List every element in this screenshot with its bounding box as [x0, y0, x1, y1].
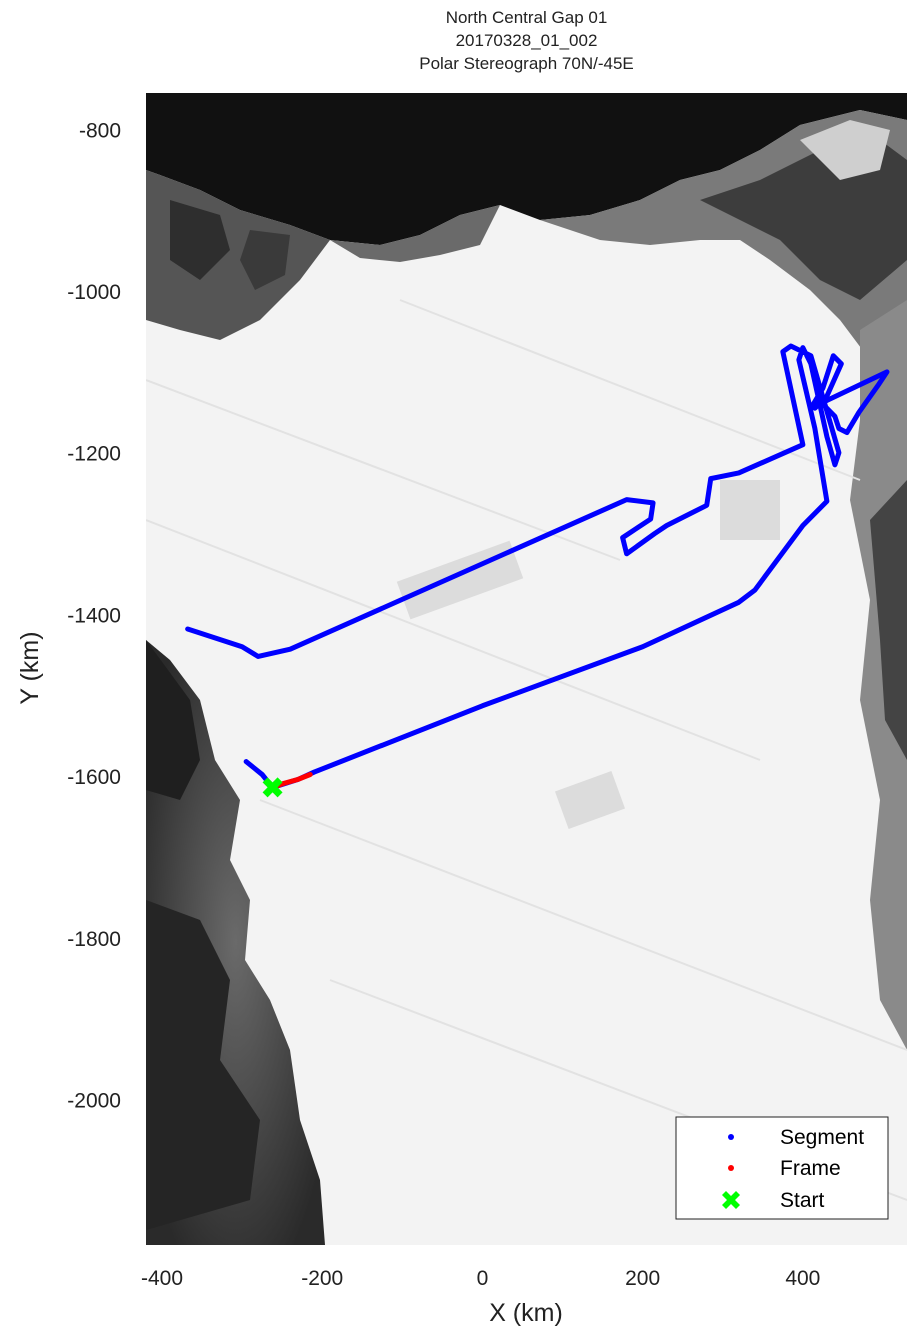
title-line-2: 20170328_01_002	[455, 31, 598, 50]
title-line-3: Polar Stereograph 70N/-45E	[419, 54, 634, 73]
x-tick-label: 200	[625, 1267, 660, 1290]
segment-track-loop	[808, 353, 844, 411]
satellite-background	[146, 93, 907, 1245]
flight-track	[185, 343, 890, 798]
x-tick-label: 0	[477, 1267, 489, 1290]
x-tick-labels: -400 -200 0 200 400	[141, 1267, 820, 1290]
title-line-1: North Central Gap 01	[445, 8, 608, 27]
y-tick-label: -2000	[67, 1089, 121, 1112]
legend-segment-marker	[728, 1134, 734, 1140]
y-tick-label: -1400	[67, 604, 121, 627]
x-tick-label: 400	[785, 1267, 820, 1290]
y-tick-label: -1000	[67, 281, 121, 304]
segment-track	[185, 343, 842, 790]
x-axis-label: X (km)	[489, 1299, 563, 1327]
segment-track-loop	[816, 369, 890, 436]
start-marker	[262, 777, 283, 798]
legend-frame-label: Frame	[780, 1157, 841, 1180]
y-axis-label: Y (km)	[16, 631, 44, 704]
y-tick-label: -1600	[67, 766, 121, 789]
y-tick-labels: -800 -1000 -1200 -1400 -1600 -1800 -2000	[67, 119, 121, 1112]
legend-box	[675, 1116, 889, 1220]
x-tick-label: -400	[141, 1267, 183, 1290]
legend-frame-marker	[728, 1165, 734, 1171]
y-tick-label: -1200	[67, 443, 121, 466]
legend-start-marker	[722, 1191, 740, 1209]
legend-start-label: Start	[780, 1189, 825, 1212]
legend-segment-label: Segment	[780, 1126, 864, 1149]
x-tick-label: -200	[301, 1267, 343, 1290]
y-tick-label: -1800	[67, 928, 121, 951]
y-tick-label: -800	[79, 119, 121, 142]
legend: Segment Frame Start	[675, 1116, 889, 1220]
